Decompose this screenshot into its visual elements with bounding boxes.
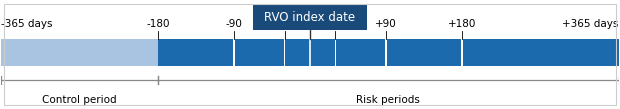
Text: -180: -180 (146, 19, 169, 29)
Text: +180: +180 (448, 19, 476, 29)
Text: +30: +30 (324, 19, 346, 29)
Bar (253, 5, 367, 30)
Bar (461, 37, 463, 67)
Text: +90: +90 (375, 19, 397, 29)
Bar (233, 37, 235, 67)
Text: Risk periods: Risk periods (356, 95, 420, 105)
Bar (335, 37, 336, 67)
Bar (284, 37, 285, 67)
Text: Control period: Control period (42, 95, 117, 105)
Bar (385, 37, 387, 67)
Bar (1, 39, 158, 66)
Text: +365 days: +365 days (562, 19, 619, 29)
Text: -365 days: -365 days (1, 19, 53, 29)
Text: -30: -30 (276, 19, 293, 29)
Text: RVO index date: RVO index date (265, 11, 355, 24)
Text: -90: -90 (226, 19, 242, 29)
Bar (158, 39, 619, 66)
